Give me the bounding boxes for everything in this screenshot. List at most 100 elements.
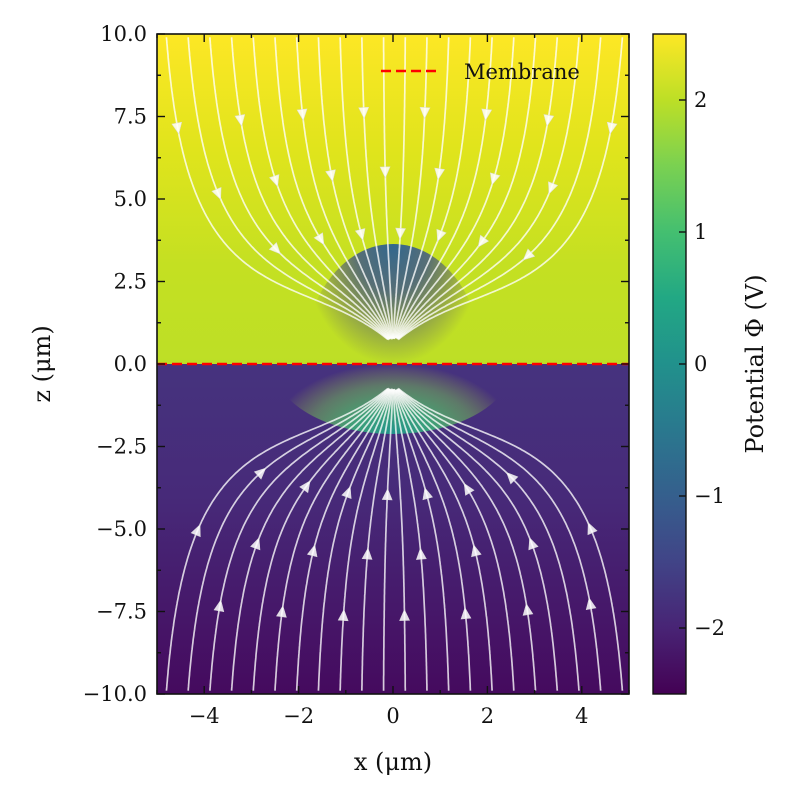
colorbar-tick-label: 0: [694, 352, 707, 376]
streamline: [393, 388, 450, 691]
streamline: [317, 389, 392, 691]
streamline-arrow: [341, 485, 352, 499]
streamline-arrow: [528, 537, 539, 551]
streamline: [396, 388, 580, 691]
streamline-arrow: [585, 597, 597, 611]
streamline-arrow: [358, 107, 370, 120]
streamline-arrow: [276, 605, 287, 618]
streamline: [252, 37, 391, 340]
colorbar-label: Potential Φ (V): [741, 274, 769, 453]
streamline: [392, 37, 428, 340]
x-axis-ticks: −4 −2 0 2 4: [156, 34, 630, 728]
y-tick-label: 2.5: [114, 270, 147, 294]
x-tick-label: 2: [481, 704, 494, 728]
streamline: [392, 37, 407, 339]
streamline: [187, 387, 390, 691]
streamline-arrow: [361, 547, 373, 560]
streamline-arrows: [171, 107, 618, 622]
streamline: [209, 388, 389, 691]
y-tick-label: 7.5: [114, 105, 147, 129]
streamline-arrow: [434, 167, 445, 181]
streamline: [360, 388, 394, 691]
streamline: [187, 37, 390, 341]
streamline-arrow: [190, 524, 201, 538]
y-tick-label: −5.0: [96, 517, 147, 541]
streamline-arrow: [522, 603, 534, 616]
streamline-arrow: [548, 181, 559, 195]
legend: Membrane: [381, 60, 580, 84]
streamline-arrow: [522, 248, 536, 261]
y-tick-label: 5.0: [114, 187, 147, 211]
streamline-arrow: [481, 108, 493, 121]
colorbar-ticks: 2 1 0 −1 −2: [679, 88, 725, 640]
streamline: [165, 387, 389, 691]
streamline-arrow: [213, 599, 225, 613]
x-axis-label: x (μm): [354, 748, 432, 776]
streamline: [397, 37, 624, 341]
streamline-arrow: [325, 169, 336, 182]
x-tick-label: −4: [189, 704, 220, 728]
streamline: [396, 389, 537, 691]
plot-area: [157, 34, 629, 694]
streamline-arrow: [471, 544, 482, 558]
streamline: [396, 37, 537, 339]
streamlines: [165, 37, 624, 691]
streamline: [274, 37, 392, 340]
legend-membrane-label: Membrane: [464, 60, 580, 84]
streamline-arrow: [506, 472, 519, 485]
streamline: [396, 37, 580, 340]
streamline: [382, 389, 394, 691]
streamline-arrow: [234, 114, 246, 127]
streamline: [165, 37, 389, 341]
streamline: [398, 37, 602, 340]
streamline-arrow: [299, 480, 311, 494]
streamline-arrow: [490, 172, 501, 186]
streamline: [394, 37, 472, 339]
y-tick-label: −2.5: [96, 435, 147, 459]
colorbar-tick-label: −2: [694, 616, 725, 640]
y-tick-label: −7.5: [96, 600, 147, 624]
streamline-arrow: [306, 544, 318, 558]
streamline-arrow: [587, 522, 598, 536]
streamline-arrow: [606, 121, 618, 135]
streamline: [398, 388, 602, 691]
x-tick-label: −2: [283, 704, 314, 728]
streamline: [317, 37, 392, 339]
streamline: [392, 389, 407, 691]
streamline-arrow: [354, 228, 366, 241]
y-tick-label: −10.0: [83, 682, 147, 706]
x-tick-label: 4: [575, 704, 588, 728]
streamline-arrow: [171, 121, 183, 135]
streamline: [339, 37, 393, 340]
streamline-arrow: [268, 242, 281, 255]
streamline: [395, 37, 515, 339]
y-axis-ticks: 10.0 7.5 5.0 2.5 0.0 −2.5 −5.0 −7.5 −10.0: [83, 22, 629, 706]
streamline: [252, 388, 391, 691]
streamline-arrow: [436, 228, 447, 242]
x-tick-label: 0: [386, 704, 399, 728]
streamline: [393, 37, 450, 340]
y-axis-label: z (μm): [28, 325, 56, 402]
streamline: [274, 388, 392, 691]
colorbar-tick-label: 1: [694, 220, 707, 244]
streamline: [209, 37, 389, 340]
streamline: [230, 37, 391, 340]
streamline-arrow: [313, 232, 325, 246]
streamline-arrow: [337, 608, 349, 622]
y-tick-label: 10.0: [100, 22, 147, 46]
streamline-arrow: [395, 227, 406, 240]
streamline-arrow: [415, 547, 427, 560]
streamline: [397, 387, 624, 691]
streamline: [394, 389, 493, 691]
streamline-arrow: [399, 608, 410, 621]
streamline: [395, 389, 515, 691]
streamline-arrow: [296, 108, 308, 121]
streamline: [295, 389, 392, 691]
streamline: [382, 37, 394, 339]
streamline: [394, 37, 493, 339]
streamline-arrow: [543, 114, 555, 127]
streamline: [360, 37, 394, 340]
streamline-arrow: [419, 107, 431, 120]
